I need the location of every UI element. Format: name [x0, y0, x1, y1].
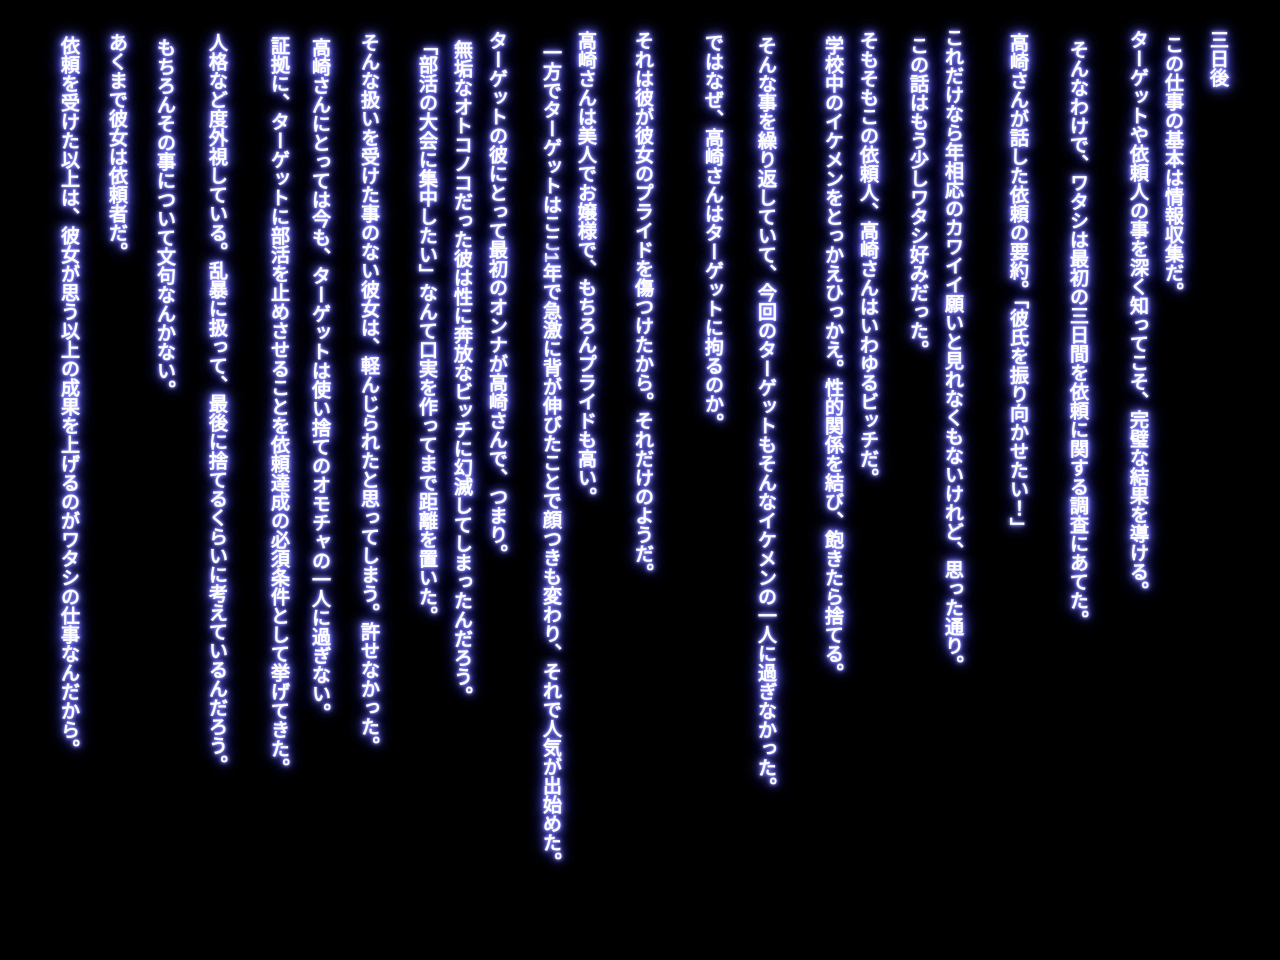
narration-line: 証拠に、ターゲットに部活を止めさせることを依頼達成の必須条件として挙げてきた。: [268, 36, 289, 777]
narration-line: 一方でターゲットはここ1年で急激に背が伸びたことで顔つきも変わり、それで人気が出…: [540, 43, 561, 871]
narration-line: ではなぜ、高崎さんはターゲットに拘るのか。: [702, 33, 723, 432]
narration-line: それは彼が彼女のプライドを傷つけたから。それだけのようだ。: [632, 31, 653, 582]
narration-line: 三日後: [1207, 30, 1228, 87]
narration-line: ターゲットの彼にとって最初のオンナが高崎さんで、つまり。: [486, 31, 507, 563]
narration-line: この仕事の基本は情報収集だ。: [1162, 35, 1183, 301]
narration-line: そんな扱いを受けた事のない彼女は、軽んじられたと思ってしまう。許せなかった。: [358, 33, 379, 755]
narration-line: 人格など度外視している。乱暴に扱って、最後に捨てるくらいに考えているんだろう。: [206, 33, 227, 774]
narration-line: もちろんその事について文句なんかない。: [154, 38, 175, 399]
narration-line: 学校中のイケメンをとっかえひっかえ。性的関係を結び、飽きたら捨てる。: [822, 36, 843, 682]
narration-line: 高崎さんにとっては今も、ターゲットは使い捨てのオモチャの一人に過ぎない。: [309, 38, 330, 722]
narration-line: 高崎さんは美人でお嬢様で、もちろんプライドも高い。: [575, 31, 596, 506]
narration-line: これだけなら年相応のカワイイ願いと見れなくもないけれど、思った通り。: [942, 28, 963, 674]
narration-line: ターゲットや依頼人の事を深く知ってこそ、完璧な結果を導ける。: [1127, 30, 1148, 600]
narration-line: そもそもこの依頼人、高崎さんはいわゆるビッチだ。: [857, 31, 878, 487]
narration-line: そんな事を繰り返していて、今回のターゲットもそんなイケメンの一人に過ぎなかった。: [755, 36, 776, 796]
narration-line: この話はもう少しワタシ好みだった。: [907, 36, 928, 359]
narration-line: 高崎さんが話した依頼の要約。「彼氏を振り向かせたい！」: [1007, 33, 1028, 537]
narration-line: 無垢なオトコノコだった彼は性に奔放なビッチに幻滅してしまったんだろう。: [451, 40, 472, 705]
narration-line: 依頼を受けた以上は、彼女が思う以上の成果を上げるのがワタシの仕事なんだから。: [58, 36, 79, 758]
narration-line: あくまで彼女は依頼者だ。: [106, 33, 127, 261]
narration-line: 「部活の大会に集中したい」なんて口実を作ってまで距離を置いた。: [416, 36, 437, 625]
narration-line: そんなわけで、ワタシは最初の三日間を依頼に関する調査にあてた。: [1067, 40, 1088, 629]
